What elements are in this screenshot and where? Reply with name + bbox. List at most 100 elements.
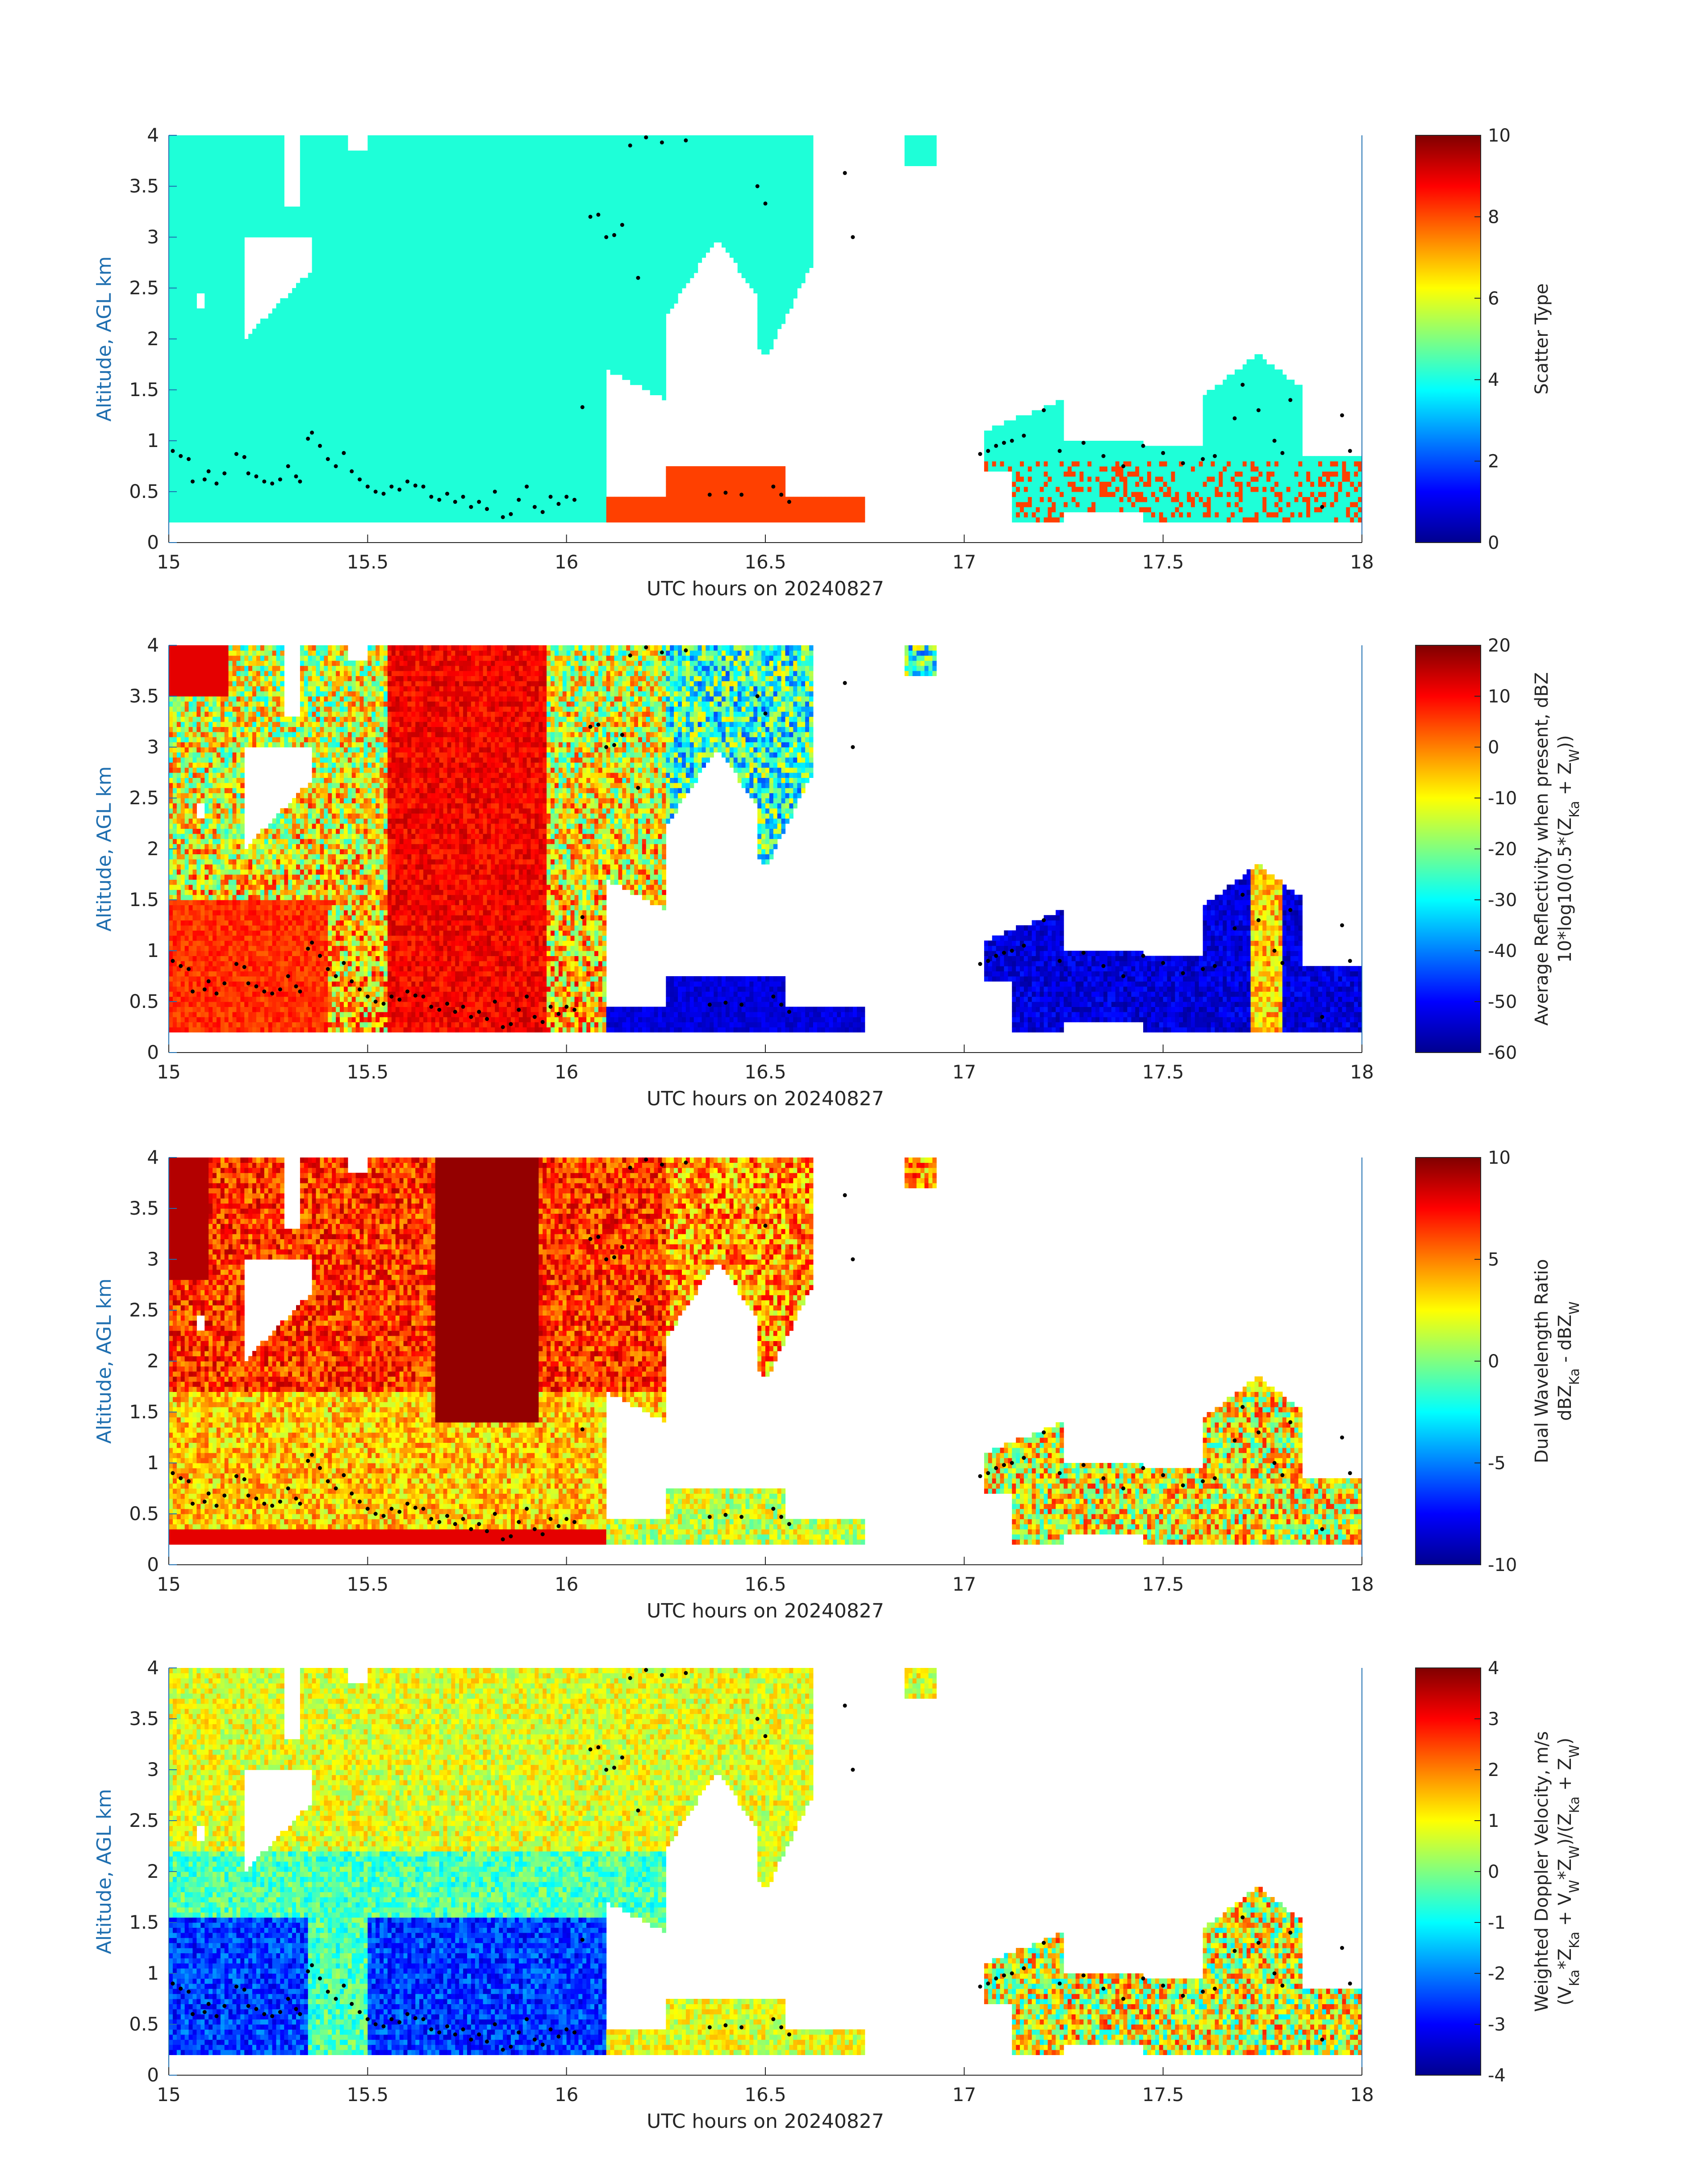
heatmap-cell — [232, 497, 237, 502]
heatmap-cell — [192, 430, 197, 436]
heatmap-cell — [328, 390, 332, 395]
heatmap-cell — [336, 166, 340, 171]
heatmap-cell — [399, 329, 404, 334]
heatmap-cell — [407, 517, 412, 522]
heatmap-cell — [403, 145, 408, 151]
heatmap-cell — [384, 272, 388, 278]
heatmap-cell — [443, 415, 448, 421]
heatmap-cell — [232, 486, 237, 492]
heatmap-cell — [184, 288, 189, 293]
heatmap-cell — [213, 507, 217, 513]
heatmap-cell — [367, 486, 372, 492]
heatmap-cell — [240, 390, 245, 395]
heatmap-cell — [188, 227, 193, 233]
heatmap-cell — [284, 344, 288, 350]
heatmap-cell — [423, 283, 428, 288]
heatmap-cell — [216, 303, 221, 309]
heatmap-cell — [336, 415, 340, 421]
heatmap-cell — [268, 227, 273, 233]
heatmap-cell — [264, 476, 269, 482]
heatmap-cell — [423, 354, 428, 360]
heatmap-cell — [209, 395, 213, 401]
heatmap-cell — [209, 283, 213, 288]
heatmap-cell — [172, 293, 177, 299]
heatmap-cell — [252, 334, 257, 339]
heatmap-cell — [280, 318, 284, 324]
heatmap-cell — [220, 298, 225, 304]
heatmap-cell — [184, 298, 189, 304]
heatmap-cell — [304, 334, 309, 339]
heatmap-cell — [336, 237, 340, 242]
heatmap-cell — [224, 400, 229, 405]
heatmap-cell — [376, 227, 380, 233]
heatmap-cell — [176, 171, 181, 176]
heatmap-cell — [292, 344, 296, 350]
heatmap-cell — [292, 221, 296, 227]
heatmap-cell — [252, 420, 257, 426]
heatmap-cell — [355, 451, 360, 456]
heatmap-cell — [192, 456, 197, 462]
heatmap-cell — [343, 323, 348, 329]
heatmap-cell — [300, 441, 305, 446]
heatmap-cell — [296, 507, 301, 513]
heatmap-cell — [372, 435, 376, 441]
heatmap-cell — [213, 298, 217, 304]
heatmap-cell — [300, 217, 305, 222]
heatmap-cell — [284, 446, 288, 451]
heatmap-cell — [232, 339, 237, 344]
heatmap-cell — [411, 176, 416, 182]
heatmap-cell — [340, 252, 344, 258]
heatmap-cell — [324, 191, 328, 197]
heatmap-cell — [172, 237, 177, 242]
heatmap-cell — [419, 390, 424, 395]
heatmap-cell — [268, 359, 273, 365]
heatmap-cell — [205, 441, 209, 446]
heatmap-cell — [395, 263, 400, 268]
heatmap-cell — [304, 135, 309, 141]
heatmap-cell — [205, 446, 209, 451]
heatmap-cell — [308, 512, 313, 518]
heatmap-cell — [176, 486, 181, 492]
heatmap-cell — [264, 405, 269, 411]
heatmap-cell — [172, 461, 177, 467]
heatmap-cell — [411, 303, 416, 309]
heatmap-cell — [304, 140, 309, 146]
heatmap-cell — [188, 425, 193, 431]
heatmap-cell — [431, 471, 436, 477]
heatmap-cell — [419, 191, 424, 197]
heatmap-cell — [308, 400, 313, 405]
heatmap-cell — [196, 359, 201, 365]
heatmap-cell — [244, 405, 249, 411]
heatmap-cell — [324, 206, 328, 212]
heatmap-cell — [359, 272, 364, 278]
heatmap-cell — [276, 517, 280, 522]
heatmap-cell — [304, 161, 309, 166]
heatmap-cell — [228, 176, 233, 182]
heatmap-cell — [387, 201, 392, 207]
heatmap-cell — [367, 242, 372, 248]
heatmap-cell — [391, 135, 396, 141]
heatmap-cell — [355, 171, 360, 176]
heatmap-cell — [188, 308, 193, 314]
heatmap-cell — [376, 140, 380, 146]
heatmap-cell — [427, 161, 432, 166]
heatmap-cell — [423, 507, 428, 513]
heatmap-cell — [387, 481, 392, 487]
heatmap-cell — [184, 323, 189, 329]
heatmap-cell — [304, 288, 309, 293]
heatmap-cell — [427, 492, 432, 497]
heatmap-cell — [228, 181, 233, 187]
heatmap-cell — [431, 410, 436, 416]
heatmap-cell — [216, 425, 221, 431]
heatmap-cell — [376, 354, 380, 360]
heatmap-cell — [288, 435, 292, 441]
heatmap-cell — [380, 186, 384, 192]
heatmap-cell — [419, 486, 424, 492]
heatmap-cell — [376, 155, 380, 161]
heatmap-cell — [192, 186, 197, 192]
heatmap-cell — [220, 140, 225, 146]
heatmap-cell — [213, 329, 217, 334]
heatmap-cell — [196, 176, 201, 182]
heatmap-cell — [248, 512, 253, 518]
heatmap-cell — [439, 349, 444, 355]
